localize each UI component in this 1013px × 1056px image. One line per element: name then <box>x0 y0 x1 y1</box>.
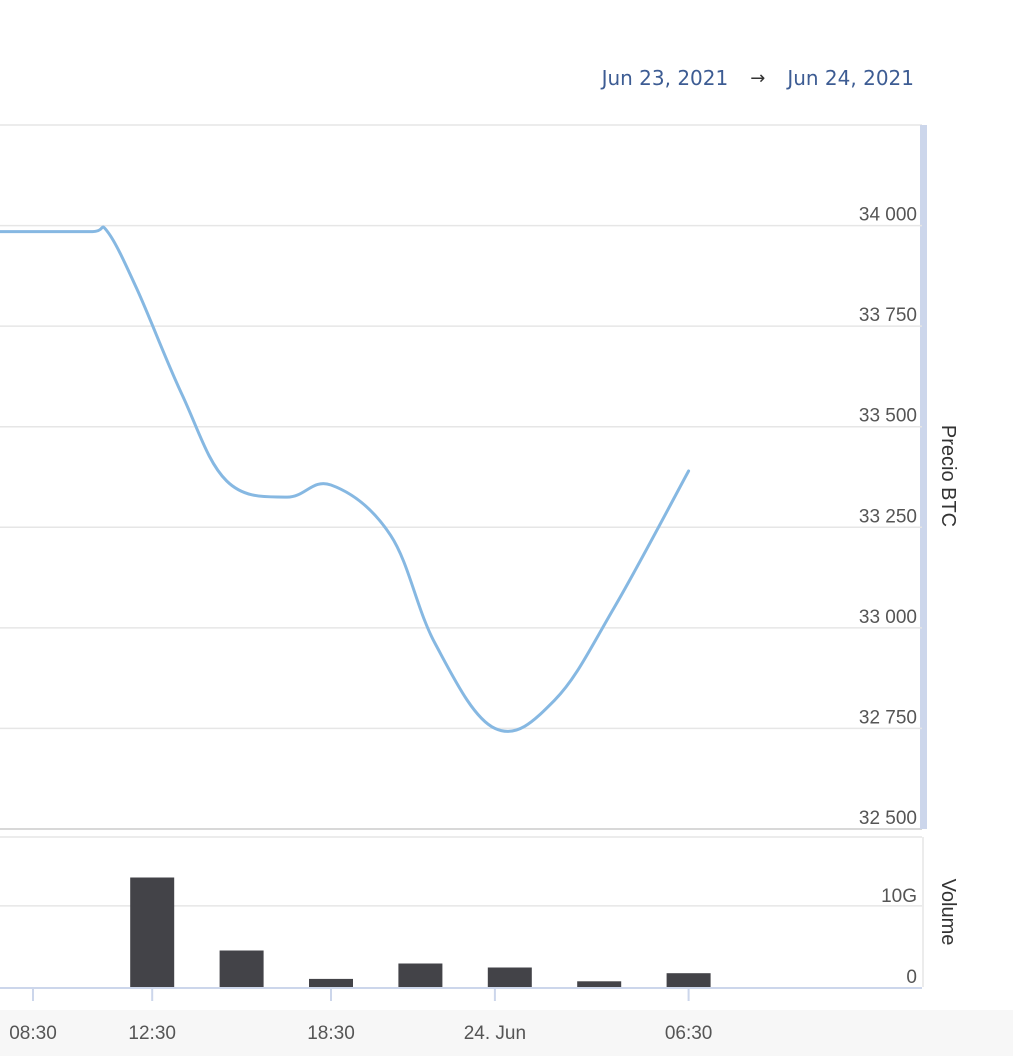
date-range: Jun 23, 2021 → Jun 24, 2021 <box>602 66 914 90</box>
price-tick-label: 33 500 <box>859 406 917 427</box>
volume-bar <box>219 950 264 987</box>
price-tick-label: 34 000 <box>859 205 917 226</box>
price-tick-label: 33 250 <box>859 506 917 527</box>
volume-bar <box>666 973 711 987</box>
range-to-date[interactable]: Jun 24, 2021 <box>787 66 914 90</box>
volume-bar <box>398 963 443 987</box>
range-from-date[interactable]: Jun 23, 2021 <box>601 66 729 90</box>
price-axis-title: Precio BTC <box>937 425 959 527</box>
volume-bar <box>577 981 622 987</box>
volume-bar <box>130 877 175 987</box>
price-tick-label: 33 000 <box>859 607 917 628</box>
price-tick-label: 32 500 <box>859 808 917 829</box>
x-tick-label: 24. Jun <box>464 1023 526 1044</box>
volume-tick-label: 10G <box>881 886 917 907</box>
x-tick-label: 18:30 <box>307 1023 355 1044</box>
navigator-scrollbar[interactable] <box>920 125 927 829</box>
volume-axis-title: Volume <box>937 879 959 946</box>
price-series-line <box>0 225 691 733</box>
price-tick-label: 32 750 <box>859 707 917 728</box>
x-tick-label: 08:30 <box>9 1023 57 1044</box>
volume-bar <box>487 967 532 987</box>
x-axis-background <box>0 1010 1013 1056</box>
volume-bar <box>309 978 353 987</box>
x-tick-label: 06:30 <box>665 1023 713 1044</box>
price-tick-label: 33 750 <box>859 305 917 326</box>
range-arrow-icon: → <box>750 67 766 89</box>
volume-tick-label: 0 <box>906 967 917 988</box>
x-tick-label: 12:30 <box>128 1023 176 1044</box>
